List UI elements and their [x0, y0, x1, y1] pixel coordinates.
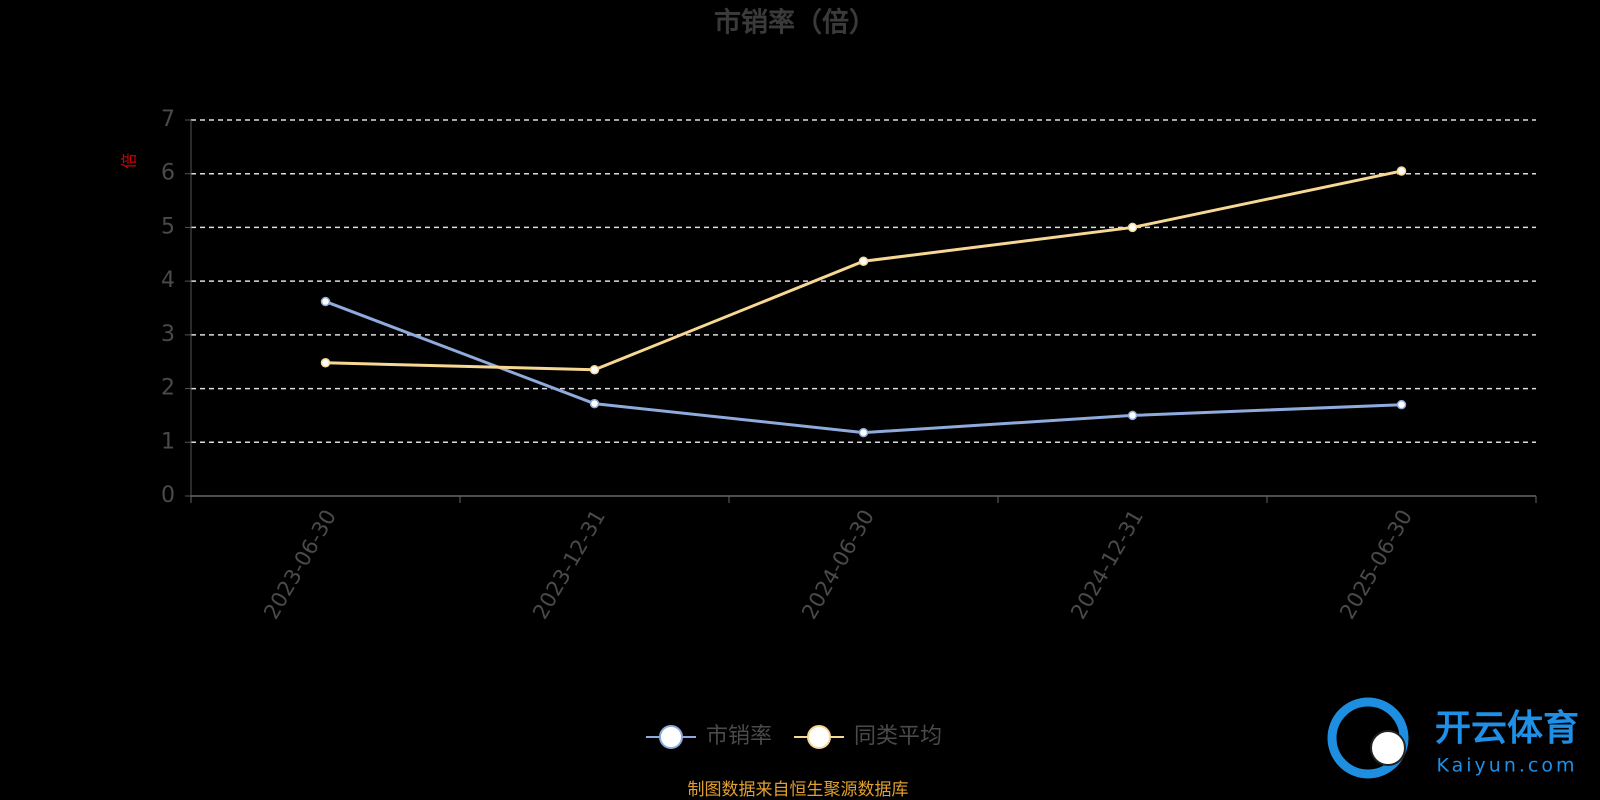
data-point [858, 256, 869, 267]
watermark-site: Kaiyun.com [1437, 755, 1578, 777]
data-point [589, 365, 600, 375]
y-tick-label: 5 [161, 214, 175, 239]
data-point [858, 427, 869, 438]
data-point [1127, 410, 1138, 421]
y-tick-label: 3 [161, 322, 175, 347]
data-point [320, 296, 331, 307]
x-tick-label: 2024-06-30 [797, 506, 879, 624]
y-axis-label: 倍 [120, 153, 139, 169]
y-tick-label: 0 [161, 483, 175, 508]
x-tick-label: 2025-06-30 [1335, 506, 1417, 624]
data-point [320, 358, 331, 368]
series-line [325, 169, 1402, 372]
y-tick-label: 7 [161, 107, 175, 132]
legend-label: 同类平均 [854, 724, 942, 749]
y-tick-label: 6 [161, 161, 175, 186]
y-tick-label: 2 [161, 376, 175, 401]
legend-marker [659, 725, 683, 749]
chart-title: 市销率（倍） [714, 7, 876, 39]
legend-marker [807, 725, 832, 749]
logo-ring [1327, 697, 1409, 779]
data-point [589, 398, 600, 409]
data-point [1127, 222, 1138, 233]
x-tick-label: 2023-12-31 [528, 506, 610, 624]
source-note: 制图数据来自恒生聚源数据库 [688, 780, 909, 800]
x-tick-label: 2023-06-30 [259, 506, 341, 624]
legend-label: 市销率 [706, 724, 772, 749]
x-tick-label: 2024-12-31 [1066, 506, 1148, 624]
y-tick-label: 1 [161, 429, 175, 454]
y-tick-label: 4 [161, 268, 175, 293]
logo-ball [1370, 730, 1406, 766]
data-point [1396, 399, 1407, 410]
watermark-name: 开云体育 [1435, 708, 1579, 749]
watermark: 开云体育 Kaiyun.com [1327, 697, 1579, 779]
data-point [1396, 166, 1407, 176]
